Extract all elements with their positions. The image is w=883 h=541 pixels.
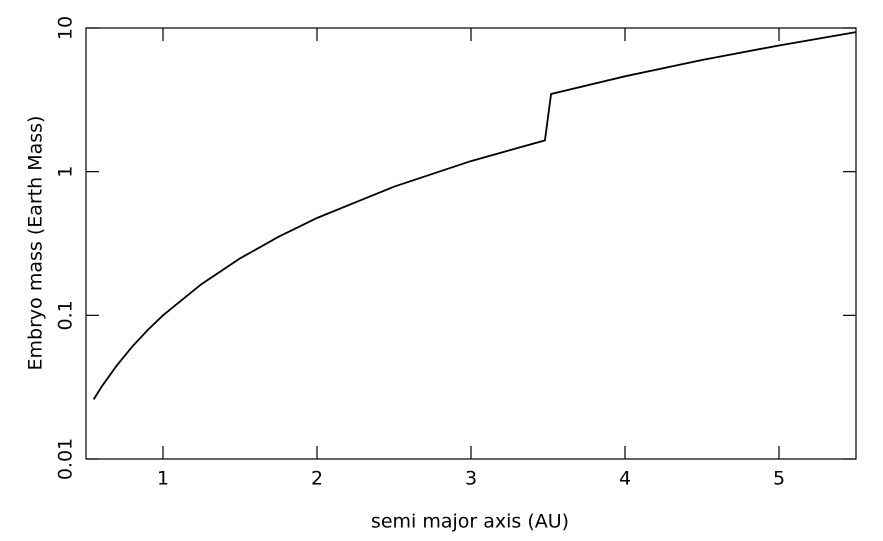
data-line xyxy=(92,31,857,400)
plot-frame xyxy=(85,27,857,460)
x-tick-label: 3 xyxy=(465,468,477,490)
x-tick-label: 1 xyxy=(157,468,169,490)
y-axis-label: Embryo mass (Earth Mass) xyxy=(25,116,47,371)
y-tick-label: 0.01 xyxy=(55,438,77,480)
x-tick-label: 4 xyxy=(619,468,631,490)
y-tick-label: 10 xyxy=(55,16,77,40)
x-tick-label: 2 xyxy=(311,468,323,490)
x-axis-label: semi major axis (AU) xyxy=(371,511,569,533)
y-tick-label: 0.1 xyxy=(55,300,77,330)
x-tick-label: 5 xyxy=(773,468,785,490)
y-tick-label: 1 xyxy=(55,166,77,178)
